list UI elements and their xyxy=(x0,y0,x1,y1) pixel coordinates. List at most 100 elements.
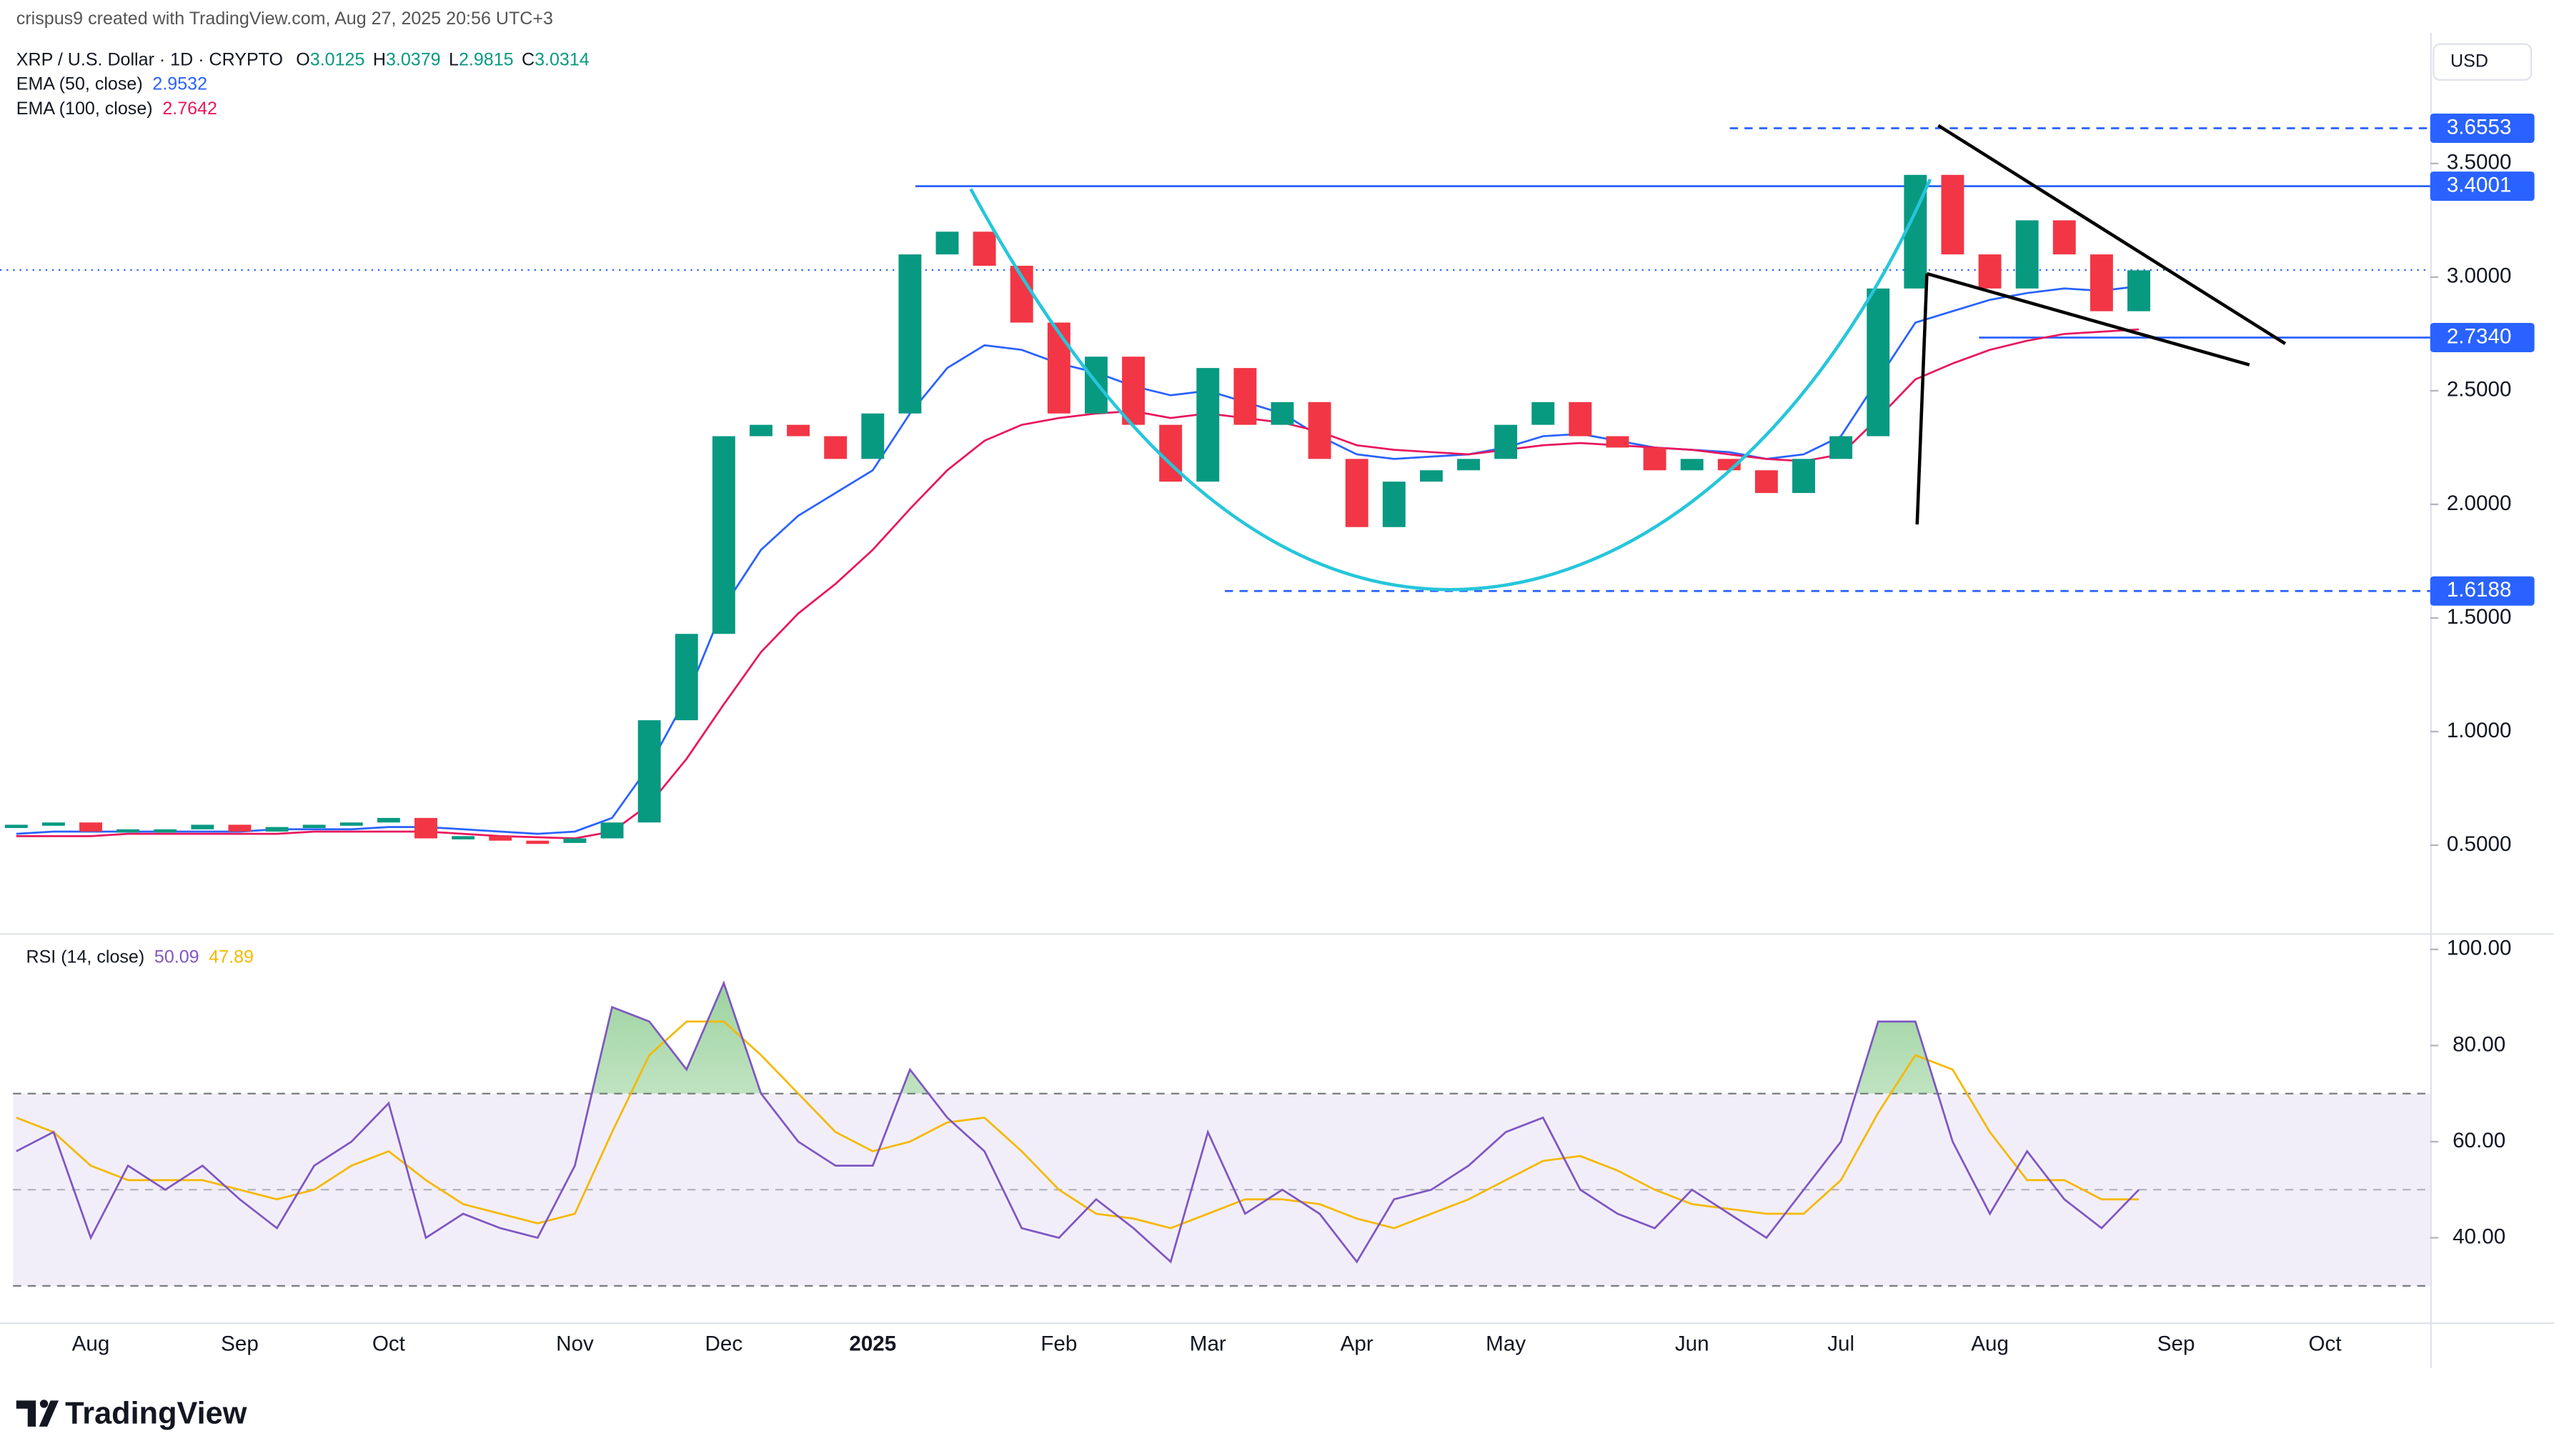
candle xyxy=(489,836,512,841)
ohlc-label: L xyxy=(449,49,459,69)
candle xyxy=(824,436,848,459)
y-tick-label: 2.5000 xyxy=(2447,378,2512,402)
candle xyxy=(1941,174,1964,255)
candle xyxy=(41,822,65,826)
candle xyxy=(1419,470,1443,482)
y-tick-label: 1.5000 xyxy=(2447,605,2512,629)
currency[interactable]: USD xyxy=(2450,51,2488,71)
candle xyxy=(2052,220,2076,255)
x-tick-label: Feb xyxy=(1040,1332,1077,1356)
ema-name: EMA (50, close) xyxy=(16,74,143,94)
x-tick-label: Apr xyxy=(1341,1332,1373,1356)
candle xyxy=(4,824,28,828)
legend-main: XRP / U.S. Dollar · 1D · CRYPTO O3.0125 H3… xyxy=(16,49,590,69)
candle xyxy=(637,720,661,823)
candle xyxy=(2090,254,2113,311)
price-level-label: 2.7340 xyxy=(2447,324,2512,348)
candle xyxy=(1382,482,1406,527)
x-tick-label: Nov xyxy=(556,1332,594,1356)
candle xyxy=(1680,459,1704,471)
price-level-tag xyxy=(2430,576,2535,606)
candle xyxy=(712,436,735,634)
y-tick-label: 1.0000 xyxy=(2447,719,2512,742)
x-tick-label: May xyxy=(1486,1332,1526,1356)
candle xyxy=(79,822,102,832)
candle xyxy=(1047,322,1070,414)
candle xyxy=(861,413,885,459)
symbol: XRP / U.S. Dollar · 1D · CRYPTO xyxy=(16,49,283,69)
candle xyxy=(1308,402,1331,459)
candle xyxy=(1829,436,1853,459)
candle xyxy=(265,827,289,832)
candle xyxy=(302,824,326,828)
y-tick-label: 3.5000 xyxy=(2447,151,2512,174)
candle xyxy=(154,829,177,833)
ohlc-label: H xyxy=(373,49,386,69)
candle xyxy=(1457,459,1481,471)
x-tick-label: Sep xyxy=(221,1332,259,1356)
price-level-label: 3.4001 xyxy=(2447,173,2512,196)
x-tick-label: Aug xyxy=(72,1332,110,1356)
ema-line xyxy=(16,328,2140,839)
ohlc-value: 3.0125 xyxy=(310,49,365,69)
candle xyxy=(750,424,772,437)
candle xyxy=(414,817,437,839)
candle xyxy=(1196,368,1220,482)
cup-curve xyxy=(969,178,1932,592)
price-level-tag xyxy=(2430,113,2535,143)
logo-dot xyxy=(39,1400,49,1408)
currency-box[interactable] xyxy=(2433,43,2533,81)
candle xyxy=(1233,368,1257,425)
candle xyxy=(2015,220,2039,289)
ema-value: 2.7642 xyxy=(162,98,217,118)
ohlc-value: 3.0314 xyxy=(535,49,590,69)
candle xyxy=(675,634,698,721)
candle xyxy=(1792,459,1815,494)
candle xyxy=(935,231,959,255)
candle xyxy=(191,824,214,829)
ohlc-value: 2.9815 xyxy=(459,49,514,69)
candle xyxy=(898,254,922,414)
candle xyxy=(1867,288,1890,437)
y-tick-label: 2.0000 xyxy=(2447,492,2512,515)
y-tick-label: 40.00 xyxy=(2453,1225,2505,1248)
x-tick-label: Dec xyxy=(705,1332,743,1356)
candle xyxy=(1569,402,1592,437)
candle xyxy=(1085,356,1108,414)
candle xyxy=(787,424,810,437)
y-tick-label: 60.00 xyxy=(2453,1129,2505,1152)
candle xyxy=(1531,402,1555,425)
ohlc-label: C xyxy=(522,49,535,69)
candle xyxy=(973,231,996,266)
y-tick-label: 0.5000 xyxy=(2447,832,2512,856)
rsi-value: 50.09 xyxy=(154,947,199,967)
candle xyxy=(339,822,363,826)
logo-icon xyxy=(16,1400,59,1427)
rsi-line xyxy=(16,980,2140,1264)
ema-value: 2.9532 xyxy=(152,74,207,94)
candle xyxy=(1754,470,1778,494)
x-tick-label: Oct xyxy=(2309,1332,2342,1356)
legend-ema: EMA (100, close) 2.7642 xyxy=(16,98,217,118)
x-tick-label: 2025 xyxy=(849,1332,896,1356)
price-level-label: 1.6188 xyxy=(2447,578,2512,602)
triangle-upper xyxy=(1937,124,2287,346)
candle xyxy=(1643,447,1666,471)
y-tick-label: 80.00 xyxy=(2453,1032,2505,1056)
candle xyxy=(2127,270,2150,311)
triangle-lower xyxy=(1926,271,2250,367)
candle xyxy=(116,829,140,833)
y-tick-label: 3.0000 xyxy=(2447,264,2512,288)
legend-ema: EMA (50, close) 2.9532 xyxy=(16,74,207,94)
brand: TradingView xyxy=(65,1396,247,1430)
credit: crispus9 created with TradingView.com, A… xyxy=(16,9,553,29)
drawings xyxy=(969,124,2287,592)
rsi-title: RSI (14, close) xyxy=(26,947,144,967)
candle xyxy=(377,817,400,823)
flag-pole xyxy=(1915,273,1929,525)
candle xyxy=(1271,402,1294,425)
candle xyxy=(1494,424,1518,459)
ema-name: EMA (100, close) xyxy=(16,98,153,118)
